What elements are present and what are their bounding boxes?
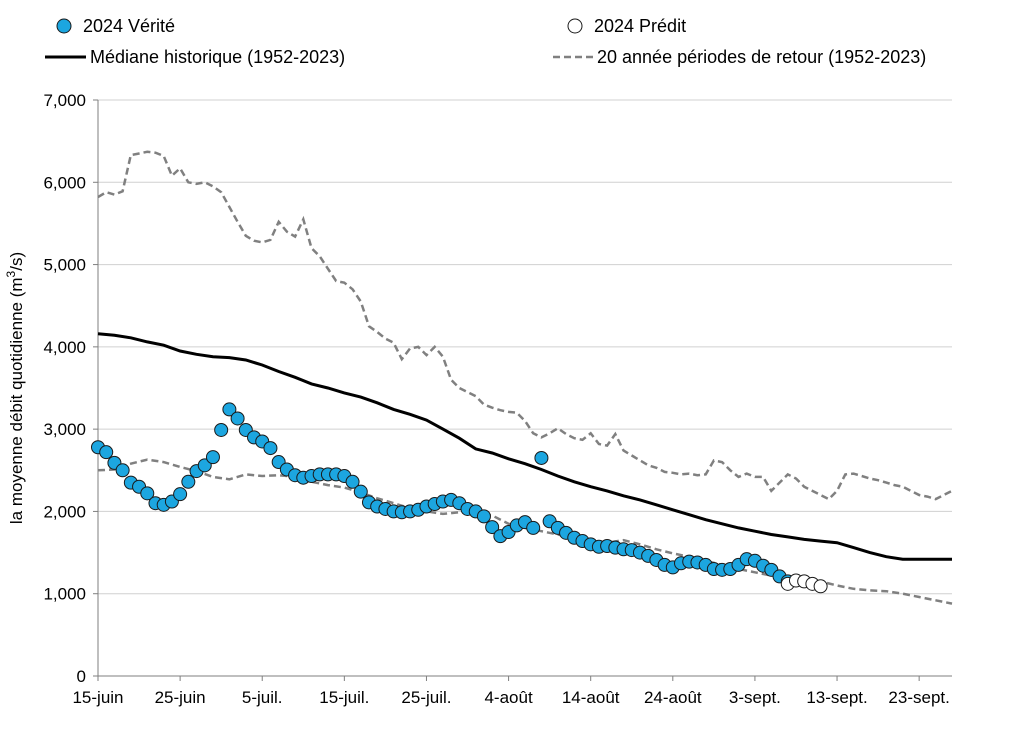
verite-point <box>205 450 220 465</box>
y-tick-label: 3,000 <box>43 420 86 439</box>
legend-label-return: 20 année périodes de retour (1952-2023) <box>597 47 926 67</box>
verite-point <box>140 486 155 501</box>
legend-label-median: Médiane historique (1952-2023) <box>90 47 345 67</box>
verite-point <box>214 422 229 437</box>
series-median <box>97 332 952 561</box>
x-tick-label: 13-sept. <box>806 688 867 707</box>
x-tick-label: 14-août <box>562 688 620 707</box>
x-tick-labels: 15-juin 25-juin 5-juil. 15-juil. 25-juil. 4-a… <box>72 688 949 707</box>
verite-point <box>197 458 212 473</box>
gridlines <box>98 99 952 595</box>
x-tick-label: 15-juil. <box>319 688 369 707</box>
y-tick-label: 0 <box>77 667 86 686</box>
y-tick-labels: 0 1,000 2,000 3,000 4,000 5,000 6,000 7,000 <box>43 91 86 686</box>
verite-point <box>181 474 196 489</box>
y-tick-label: 4,000 <box>43 338 86 357</box>
legend-label-verite: 2024 Vérité <box>83 16 175 36</box>
verite-point <box>526 520 541 535</box>
x-tick-label: 25-juin <box>155 688 206 707</box>
series-predit <box>780 573 828 594</box>
y-tick-label: 2,000 <box>43 502 86 521</box>
verite-point <box>534 450 549 465</box>
legend-marker-predit <box>567 18 583 34</box>
legend-label-predit: 2024 Prédit <box>594 16 686 36</box>
x-tick-label: 15-juin <box>72 688 123 707</box>
x-tick-label: 5-juil. <box>242 688 283 707</box>
x-tick-label: 23-sept. <box>888 688 949 707</box>
verite-point <box>485 520 500 535</box>
verite-point <box>222 402 237 417</box>
y-tick-label: 7,000 <box>43 91 86 110</box>
series-verite <box>91 402 795 589</box>
x-tick-label: 3-sept. <box>729 688 781 707</box>
median-line <box>97 332 952 561</box>
verite-point <box>263 441 278 456</box>
verite-point <box>99 445 114 460</box>
legend: 2024 Vérité 2024 Prédit Médiane historiq… <box>45 16 926 67</box>
y-tick-label: 6,000 <box>43 173 86 192</box>
return-period-upper-line <box>97 150 953 501</box>
y-tick-label: 1,000 <box>43 585 86 604</box>
verite-point <box>173 487 188 502</box>
predit-point <box>813 579 828 594</box>
verite-point <box>230 411 245 426</box>
verite-point <box>115 463 130 478</box>
verite-point <box>353 484 368 499</box>
y-axis-label: la moyenne débit quotidienne (m3/s) <box>4 252 26 524</box>
y-tick-label: 5,000 <box>43 256 86 275</box>
verite-point <box>345 474 360 489</box>
x-tick-label: 25-juil. <box>401 688 451 707</box>
verite-point <box>476 509 491 524</box>
legend-marker-verite <box>56 18 72 34</box>
x-tick-label: 24-août <box>644 688 702 707</box>
x-tick-label: 4-août <box>484 688 532 707</box>
series-return-period <box>97 150 953 605</box>
